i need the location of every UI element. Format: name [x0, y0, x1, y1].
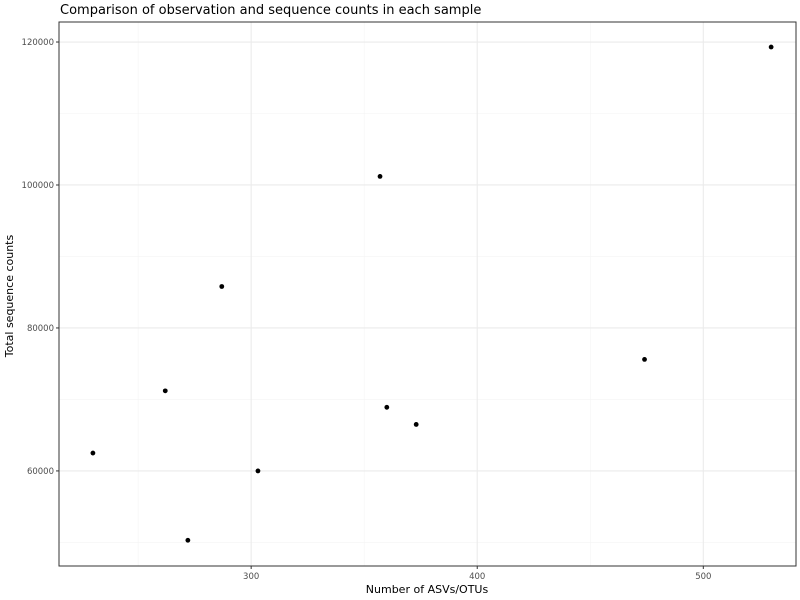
chart-title: Comparison of observation and sequence c… [60, 3, 481, 18]
data-point [413, 422, 419, 427]
x-tick-label: 400 [469, 572, 485, 582]
data-point [185, 537, 191, 543]
data-point [255, 468, 261, 474]
minor-gridlines [59, 22, 796, 566]
data-point [768, 44, 774, 50]
data-point [384, 404, 390, 410]
y-tick-label: 100000 [22, 181, 54, 191]
data-point [90, 450, 96, 456]
x-axis-label: Number of ASVs/OTUs [366, 583, 489, 596]
y-axis: 60000 80000 100000 120000 [22, 38, 59, 477]
y-tick-label: 80000 [27, 324, 54, 334]
y-tick-label: 60000 [27, 467, 54, 477]
panel-border [58, 21, 797, 567]
data-point [219, 284, 225, 289]
x-tick-label: 300 [243, 572, 259, 582]
x-tick-label: 500 [695, 572, 711, 582]
y-tick-label: 120000 [22, 38, 54, 48]
data-point [642, 357, 647, 362]
major-gridlines [59, 22, 796, 566]
y-axis-label: Total sequence counts [3, 235, 16, 359]
x-axis: 300 400 500 [243, 566, 711, 582]
data-point [377, 174, 383, 179]
data-point [162, 388, 168, 394]
data-points [90, 44, 774, 543]
